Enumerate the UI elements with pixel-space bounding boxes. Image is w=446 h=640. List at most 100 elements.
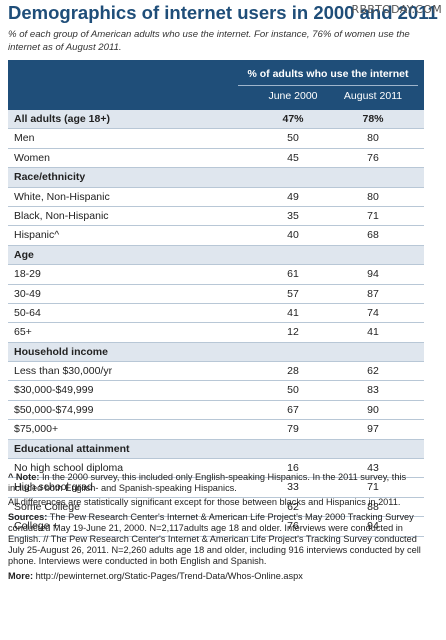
value-august-2011: 78% (362, 113, 384, 125)
value-june-2000: 41 (287, 306, 299, 319)
row-label: Hispanic^ (14, 229, 60, 242)
table-row: 50-64 41 74 (8, 303, 424, 324)
value-august-2011: 97 (367, 423, 379, 436)
note-significance: All differences are statistically signif… (8, 497, 401, 508)
table-row: Women 45 76 (8, 148, 424, 169)
row-label: $30,000-$49,999 (14, 384, 94, 397)
row-label: $50,000-$74,999 (14, 403, 94, 416)
table-body: All adults (age 18+) 47% 78% Men 50 80 Women 45… (8, 110, 424, 537)
more-label: More: (8, 570, 34, 581)
value-june-2000: 40 (287, 229, 299, 242)
value-june-2000: 76 (287, 520, 299, 533)
value-august-2011: 87 (367, 287, 379, 300)
table-row: Black, Non-Hispanic 35 71 (8, 206, 424, 227)
more-link[interactable]: http://pewinternet.org/Static-Pages/Tren… (33, 570, 303, 581)
table-row: 65+ 12 41 (8, 323, 424, 343)
note-more: More: http://pewinternet.org/Static-Page… (8, 571, 424, 582)
row-label: Women (14, 151, 50, 164)
value-august-2011: 90 (367, 403, 379, 416)
chart-title: Demographics of internet users in 2000 a… (8, 2, 438, 23)
section-header-row: Age (8, 245, 424, 266)
value-august-2011: 83 (367, 384, 379, 397)
value-august-2011: 80 (367, 190, 379, 203)
row-label: Men (14, 132, 35, 145)
value-june-2000: 79 (287, 423, 299, 436)
table-row: $75,000+ 79 97 (8, 420, 424, 440)
sources-label: Sources: (8, 511, 48, 522)
row-label: Black, Non-Hispanic (14, 209, 109, 222)
value-june-2000: 28 (287, 365, 299, 378)
header-group-label: % of adults who use the internet (238, 68, 418, 86)
value-august-2011: 41 (367, 326, 379, 339)
sources-text: The Pew Research Center's Internet & Ame… (8, 511, 421, 567)
value-june-2000: 50 (287, 384, 299, 397)
value-june-2000: 67 (287, 403, 299, 416)
row-label: Race/ethnicity (14, 171, 86, 184)
row-label: 18-29 (14, 268, 41, 281)
row-label: No high school diploma (14, 462, 124, 475)
row-label: All adults (age 18+) (14, 113, 110, 125)
value-june-2000: 61 (287, 268, 299, 281)
row-label: Age (14, 248, 34, 261)
table-row: Less than $30,000/yr 28 62 (8, 362, 424, 382)
value-june-2000: 45 (287, 151, 299, 164)
table-row: Men 50 80 (8, 129, 424, 149)
value-august-2011: 62 (367, 365, 379, 378)
header-col-june-2000: June 2000 (268, 90, 318, 102)
row-label: Educational attainment (14, 442, 130, 455)
value-june-2000: 12 (287, 326, 299, 339)
value-june-2000: 57 (287, 287, 299, 300)
table-row: Hispanic^ 40 68 (8, 226, 424, 246)
table-row: 18-29 61 94 (8, 265, 424, 285)
section-header-row: Educational attainment (8, 439, 424, 460)
value-june-2000: 62 (287, 500, 299, 513)
row-label: 50-64 (14, 306, 41, 319)
table-row: 30-49 57 87 (8, 284, 424, 304)
table-row: No high school diploma 16 43 (8, 459, 424, 479)
table-row: Some College 62 88 (8, 497, 424, 518)
row-label: College + (14, 520, 59, 533)
row-label: 65+ (14, 326, 32, 339)
footnotes: ^ Note: In the 2000 survey, this include… (8, 472, 424, 585)
note-text: In the 2000 survey, this included only E… (8, 472, 407, 494)
value-june-2000: 35 (287, 209, 299, 222)
row-label: $75,000+ (14, 423, 59, 436)
table-row: All adults (age 18+) 47% 78% (8, 110, 424, 130)
value-august-2011: 71 (367, 209, 379, 222)
row-label: 30-49 (14, 287, 41, 300)
note-hispanic: ^ Note: In the 2000 survey, this include… (8, 472, 424, 494)
row-label: Household income (14, 345, 108, 358)
value-august-2011: 80 (367, 132, 379, 145)
table-row: White, Non-Hispanic 49 80 (8, 187, 424, 207)
watermark: RBBTODAY.COM (351, 3, 442, 16)
row-label: Less than $30,000/yr (14, 365, 113, 378)
value-august-2011: 68 (367, 229, 379, 242)
section-header-row: Household income (8, 342, 424, 363)
value-august-2011: 94 (367, 268, 379, 281)
value-august-2011: 94 (367, 520, 379, 533)
row-label: White, Non-Hispanic (14, 190, 110, 203)
value-august-2011: 88 (367, 500, 379, 513)
table-row: $30,000-$49,999 50 83 (8, 381, 424, 401)
value-august-2011: 76 (367, 151, 379, 164)
value-august-2011: 74 (367, 306, 379, 319)
note-sources: Sources: The Pew Research Center's Inter… (8, 512, 424, 568)
row-label: Some College (14, 500, 80, 513)
data-table: % of adults who use the internet June 20… (8, 60, 424, 537)
value-june-2000: 47% (282, 113, 304, 125)
section-header-row: Race/ethnicity (8, 168, 424, 188)
table-row: $50,000-$74,999 67 90 (8, 400, 424, 421)
value-june-2000: 33 (287, 481, 299, 494)
value-june-2000: 16 (287, 462, 299, 475)
table-header: % of adults who use the internet June 20… (8, 60, 424, 110)
table-row: High school grad 33 71 (8, 478, 424, 498)
value-june-2000: 49 (287, 190, 299, 203)
row-label: High school grad (14, 481, 93, 494)
table-row: College + 76 94 (8, 517, 424, 537)
value-august-2011: 71 (367, 481, 379, 494)
header-col-august-2011: August 2011 (343, 90, 403, 102)
value-august-2011: 43 (367, 462, 379, 475)
value-june-2000: 50 (287, 132, 299, 145)
note-label: ^ Note: (8, 472, 40, 482)
